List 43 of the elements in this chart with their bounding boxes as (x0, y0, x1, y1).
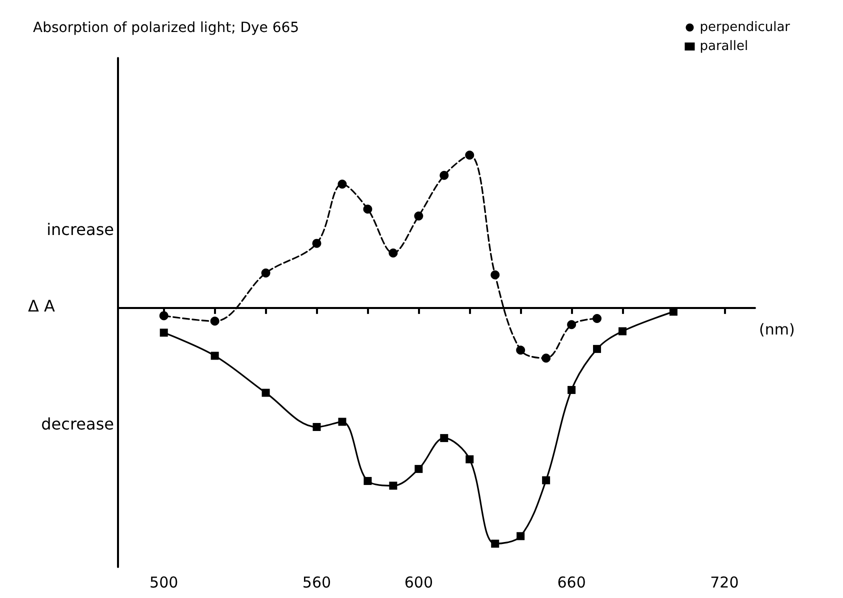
x-tick-label: 560 (302, 574, 332, 592)
point (389, 482, 398, 490)
point (440, 434, 448, 442)
point (312, 238, 322, 248)
x-tick-label: 500 (150, 574, 178, 592)
x-axis-title: (nm) (759, 320, 795, 338)
text: increase (46, 220, 114, 240)
legend-label: perpendicular (700, 20, 791, 35)
text: decrease (41, 414, 114, 434)
point (567, 320, 576, 330)
point (312, 422, 321, 431)
y-axis-title: Δ A (28, 296, 56, 316)
point (210, 316, 220, 326)
point (160, 328, 168, 337)
point (159, 311, 168, 320)
point (465, 150, 474, 160)
point (490, 270, 500, 280)
chart-title: Absorption of polarized light; Dye 665 (33, 20, 300, 36)
legend-label: parallel (700, 39, 748, 54)
point (516, 532, 525, 540)
x-tick-label: 660 (557, 574, 586, 592)
point (466, 455, 474, 464)
point (568, 386, 576, 394)
point (414, 464, 423, 473)
point (210, 352, 219, 360)
point (338, 180, 347, 189)
x-tick-label: 600 (404, 574, 433, 592)
point (491, 540, 500, 548)
point (592, 314, 602, 324)
point (516, 346, 526, 355)
point (593, 344, 602, 353)
point (262, 388, 270, 397)
point (440, 170, 449, 180)
point (261, 268, 270, 278)
point (542, 476, 550, 484)
point (388, 248, 398, 258)
point (364, 476, 372, 485)
x-tick-label: 720 (710, 574, 739, 592)
point (414, 211, 424, 220)
point (542, 354, 551, 363)
point (338, 418, 346, 426)
point (618, 327, 627, 336)
point (363, 204, 372, 214)
